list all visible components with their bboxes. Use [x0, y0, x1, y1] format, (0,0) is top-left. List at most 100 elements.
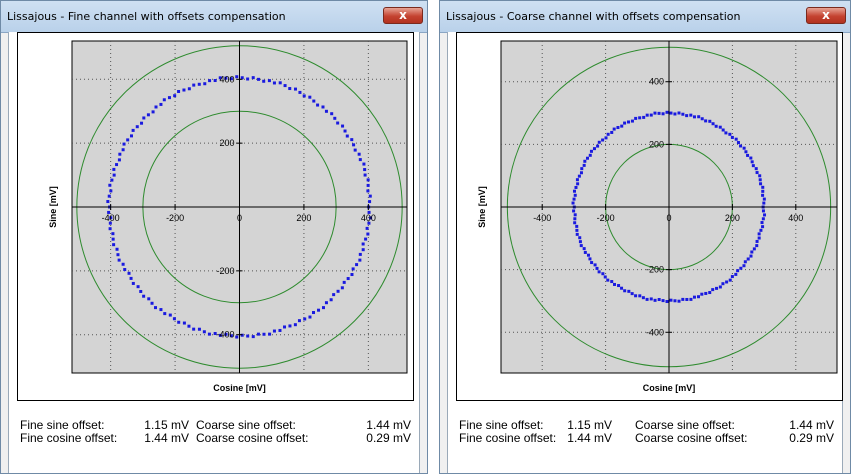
data-point [724, 131, 728, 135]
data-point [743, 260, 747, 264]
data-point [350, 138, 354, 142]
x-axis-title: Cosine [mV] [213, 383, 266, 393]
data-point [142, 294, 146, 298]
data-point [588, 153, 592, 157]
data-point [577, 174, 581, 178]
data-point [588, 257, 592, 261]
data-point [576, 182, 580, 186]
data-point [168, 313, 172, 317]
data-point [108, 183, 112, 187]
data-point [224, 332, 228, 336]
coarse-sine-offset-label: Coarse sine offset: [196, 418, 296, 432]
data-point [762, 197, 766, 201]
data-point [147, 297, 151, 301]
data-point [704, 291, 708, 295]
data-point [240, 76, 244, 80]
data-point [368, 200, 372, 204]
data-point [708, 291, 712, 295]
data-point [634, 116, 638, 120]
data-point [112, 167, 116, 171]
data-point [734, 272, 738, 276]
data-point [363, 168, 367, 172]
close-button[interactable]: x [383, 7, 423, 24]
data-point [758, 178, 762, 182]
data-point [572, 197, 576, 201]
data-point [579, 171, 583, 175]
data-point [240, 333, 244, 337]
offsets-panel: Fine sine offset: 1.15 mV Coarse sine of… [448, 418, 842, 445]
data-point [163, 312, 167, 316]
data-point [122, 142, 126, 146]
data-point [596, 144, 600, 148]
data-point [721, 128, 725, 132]
data-point [714, 124, 718, 128]
fine-sine-offset-value: 1.15 mV [144, 418, 189, 432]
data-point [115, 247, 119, 251]
coarse-cosine-offset-value: 0.29 mV [366, 431, 411, 445]
data-point [117, 158, 121, 162]
data-point [121, 262, 125, 266]
data-point [363, 173, 367, 177]
data-point [601, 138, 605, 142]
data-point [711, 122, 715, 126]
data-point [272, 81, 276, 85]
title-bar[interactable]: Lissajous - Coarse channel with offsets … [440, 1, 850, 33]
data-point [642, 115, 646, 119]
data-point [262, 332, 266, 336]
data-point [140, 121, 144, 125]
data-point [162, 98, 166, 102]
data-point [657, 298, 661, 302]
data-point [669, 111, 673, 115]
data-point [649, 297, 653, 301]
data-point [606, 132, 610, 136]
data-point [583, 250, 587, 254]
data-point [135, 125, 139, 129]
data-point [739, 266, 743, 270]
lissajous-chart: -400 -200 0 200 400 -400 -200 200 400 Cosine [mV]… [456, 32, 843, 401]
data-point [692, 295, 696, 299]
offsets-panel: Fine sine offset: 1.15 mV Coarse sine of… [9, 418, 419, 445]
data-point [293, 323, 297, 327]
data-point [213, 331, 217, 335]
data-point [332, 293, 336, 297]
data-point [750, 250, 754, 254]
window-client-area: -400 -200 0 200 400 -400 -200 200 400 Cosine [mV]… [8, 32, 420, 473]
y-axis-title: Sine [mV] [48, 186, 58, 228]
data-point [278, 81, 282, 85]
data-point [336, 121, 340, 125]
data-point [597, 270, 601, 274]
data-point [246, 77, 250, 81]
y-axis-title: Sine [mV] [477, 186, 487, 228]
data-point [352, 143, 356, 147]
data-point [573, 217, 577, 221]
x-tick-label: 400 [361, 213, 376, 223]
data-point [127, 271, 131, 275]
fine-cosine-offset-label: Fine cosine offset: [459, 431, 557, 445]
title-bar[interactable]: Lissajous - Fine channel with offsets co… [1, 1, 427, 33]
data-point [725, 280, 729, 284]
y-tick-label: -400 [646, 327, 664, 337]
data-point [218, 76, 222, 80]
data-point [592, 147, 596, 151]
data-point [754, 167, 758, 171]
data-point [721, 282, 725, 286]
data-point [573, 221, 577, 225]
data-point [283, 84, 287, 88]
data-point [115, 163, 119, 167]
data-point [187, 324, 191, 328]
data-point [755, 171, 759, 175]
data-point [620, 124, 624, 128]
data-point [108, 227, 112, 231]
data-point [329, 298, 333, 302]
window-title: Lissajous - Fine channel with offsets co… [7, 10, 286, 23]
close-button[interactable]: x [806, 7, 846, 24]
data-point [742, 264, 746, 268]
data-point [685, 114, 689, 118]
data-point [582, 247, 586, 251]
data-point [341, 124, 345, 128]
data-point [324, 301, 328, 305]
lissajous-chart: -400 -200 0 200 400 -400 -200 200 400 Cosine [mV]… [17, 32, 414, 401]
data-point [187, 87, 191, 91]
data-point [697, 295, 701, 299]
data-point [638, 294, 642, 298]
